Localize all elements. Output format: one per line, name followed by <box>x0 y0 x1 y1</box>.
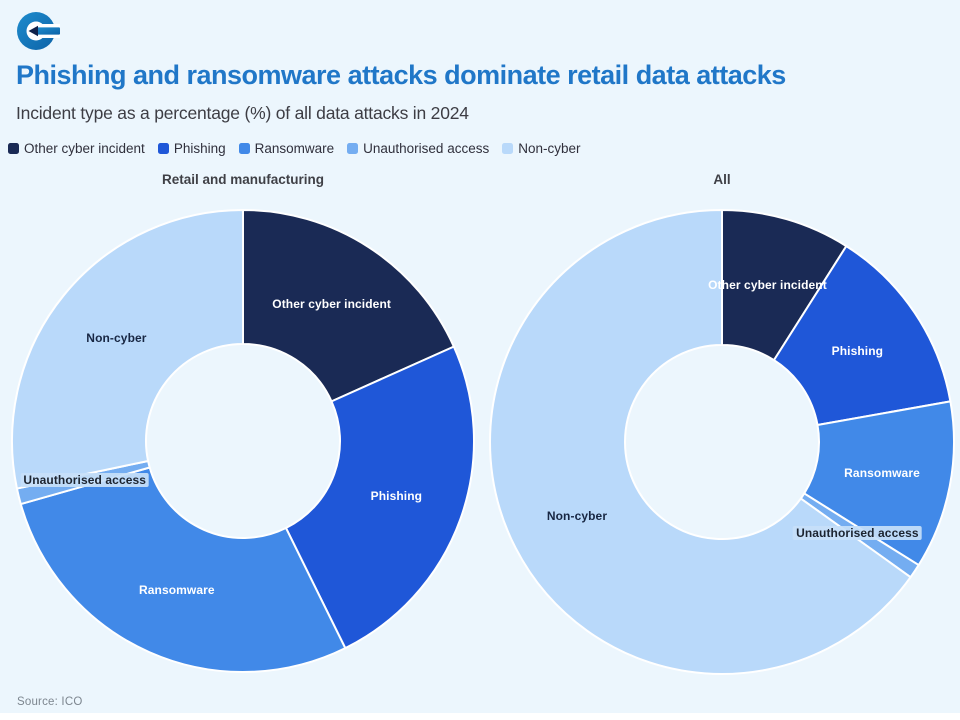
page-subtitle: Incident type as a percentage (%) of all… <box>16 103 469 123</box>
segment-label: Non-cyber <box>546 509 608 524</box>
legend-item-label: Phishing <box>173 141 226 156</box>
chart-title: Retail and manufacturing <box>161 172 325 187</box>
donut-segment-phishing[interactable] <box>772 245 952 427</box>
donut-segment-ransomware[interactable] <box>19 466 347 673</box>
segment-label: Unauthorised access <box>20 473 150 488</box>
legend-item-phishing[interactable]: Phishing <box>157 141 226 156</box>
legend-swatch-icon <box>8 143 19 154</box>
legend-swatch-icon <box>157 143 169 154</box>
legend-item-ransomware[interactable]: Ransomware <box>238 141 335 156</box>
logo-bar <box>36 27 60 35</box>
donut-chart-1 <box>489 209 955 675</box>
donut-segment-non-cyber[interactable] <box>489 209 912 675</box>
legend-item-label: Ransomware <box>254 141 335 156</box>
legend-swatch-icon <box>347 143 359 154</box>
segment-label: Non-cyber <box>86 331 147 346</box>
legend-item-label: Unauthorised access <box>363 141 490 156</box>
segment-label: Phishing <box>370 489 423 504</box>
cybernews-logo <box>17 12 60 50</box>
donut-segment-ransomware[interactable] <box>803 400 955 567</box>
chart-title: All <box>713 172 731 187</box>
legend-item-label: Non-cyber <box>518 141 581 156</box>
donut-segment-phishing[interactable] <box>284 345 475 650</box>
legend-swatch-icon <box>502 143 514 154</box>
segment-label: Phishing <box>831 344 884 359</box>
legend-item-unauthorised-access[interactable]: Unauthorised access <box>347 141 489 156</box>
page-title: Phishing and ransomware attacks dominate… <box>16 60 786 90</box>
segment-label: Ransomware <box>138 582 215 597</box>
donut-segment-other-cyber-incident[interactable] <box>242 209 455 403</box>
logo-arrow-icon <box>28 25 38 37</box>
segment-label: Unauthorised access <box>793 525 922 540</box>
source-caption: Source: ICO <box>17 696 83 708</box>
legend-item-other-cyber-incident[interactable]: Other cyber incident <box>8 141 145 156</box>
legend-item-non-cyber[interactable]: Non-cyber <box>502 141 581 156</box>
donut-chart-0 <box>11 209 475 673</box>
segment-label: Other cyber incident <box>272 297 391 312</box>
segment-label: Ransomware <box>844 466 920 481</box>
legend-swatch-icon <box>238 143 250 154</box>
legend-item-label: Other cyber incident <box>24 141 145 156</box>
segment-label: Other cyber incident <box>708 278 827 293</box>
donut-segment-non-cyber[interactable] <box>11 209 244 490</box>
bottom-strip <box>0 713 960 720</box>
legend: Other cyber incident Phishing Ransomware Un… <box>8 141 581 156</box>
